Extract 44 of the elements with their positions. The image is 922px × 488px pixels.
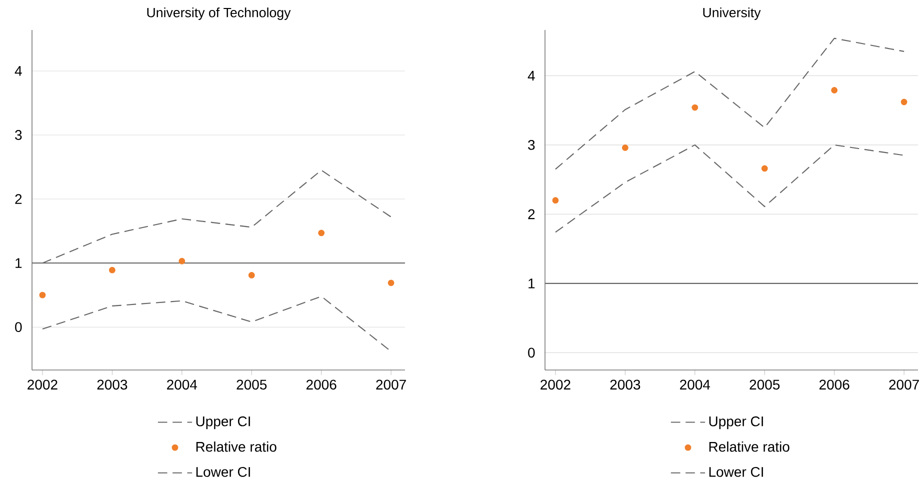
y-tick-label: 1 [528,278,535,288]
point [388,280,394,286]
legend-label: Lower CI [196,466,250,477]
y-tick-label: 0 [528,348,535,358]
line-series [554,38,905,170]
legend-label: Upper CI [709,416,763,430]
x-tick-label: 2003 [97,380,128,390]
x-tick-label: 2003 [610,380,640,390]
x-tick-label: 2006 [306,380,336,390]
point [318,230,325,236]
point [108,266,116,274]
y-tick-label: 0 [15,322,22,332]
x-tick-label: 2002 [28,380,58,390]
x-tick-label: 2006 [819,380,850,390]
y-tick-label: 2 [15,194,22,204]
y-tick-label: 3 [15,130,22,140]
legend-label: Relative ratio [196,441,276,452]
legend-label: Lower CI [709,466,763,477]
x-tick-label: 2007 [376,380,406,390]
point [622,144,628,151]
legend-label: Relative ratio [709,441,790,452]
point [831,87,838,94]
y-tick-label: 4 [528,70,535,81]
x-tick-label: 2007 [889,380,919,390]
y-tick-label: 2 [528,209,535,220]
legend-label: Upper CI [196,416,250,430]
point [761,165,768,172]
x-tick-label: 2005 [750,380,780,390]
point [900,98,908,106]
point [552,197,559,204]
point [248,272,255,278]
y-tick-label: 1 [16,258,22,268]
point [692,104,698,111]
y-tick-label: 3 [528,140,535,150]
x-tick-label: 2004 [167,380,198,390]
point [178,258,186,264]
x-tick-label: 2002 [540,380,570,390]
line-series [554,144,905,233]
y-tick-label: 4 [14,66,22,76]
point [39,292,46,298]
chart-title: University of Technology [147,8,291,20]
x-tick-label: 2004 [680,380,710,390]
x-tick-label: 2005 [236,380,267,390]
chart-title: University [703,8,761,20]
